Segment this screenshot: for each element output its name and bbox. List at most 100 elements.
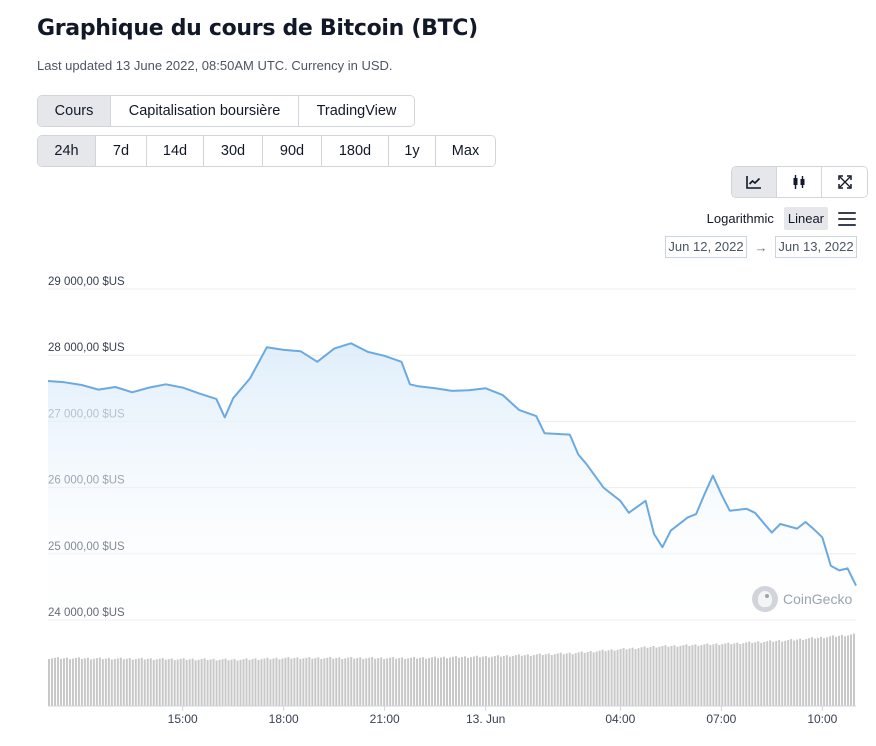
candlestick-button[interactable] <box>777 167 822 197</box>
volume-bar <box>137 658 140 706</box>
volume-bar <box>490 656 493 706</box>
volume-bar <box>568 652 571 706</box>
volume-bar <box>646 647 649 706</box>
volume-bar <box>589 651 592 706</box>
volume-bar <box>119 657 122 706</box>
volume-bar <box>380 657 383 706</box>
volume-bar <box>386 658 389 706</box>
volume-bar <box>419 657 422 706</box>
volume-bar <box>664 645 667 706</box>
volume-bar <box>179 658 182 706</box>
volume-bar <box>272 658 275 706</box>
volume-bar <box>541 655 544 706</box>
volume-bar <box>53 657 56 706</box>
volume-bar <box>745 642 748 706</box>
volume-bar <box>320 659 323 706</box>
tab-tradingview[interactable]: TradingView <box>299 96 414 126</box>
volume-bar <box>365 658 368 706</box>
volume-bar <box>463 656 466 706</box>
volume-bar <box>565 653 568 706</box>
line-chart-button[interactable] <box>732 167 777 197</box>
range-1y-button[interactable]: 1y <box>389 136 436 166</box>
volume-bar <box>790 639 793 706</box>
volume-bar <box>763 642 766 706</box>
volume-bar <box>218 659 221 706</box>
volume-bar <box>718 645 721 706</box>
volume-bar <box>260 659 263 706</box>
volume-bar <box>796 639 799 706</box>
volume-bar <box>700 645 703 706</box>
volume-bar <box>823 638 826 706</box>
volume-bar <box>517 654 520 706</box>
volume-bar <box>619 648 622 706</box>
volume-bar <box>727 642 730 706</box>
volume-bar <box>484 655 487 706</box>
volume-bar <box>284 657 287 706</box>
logarithmic-scale-option[interactable]: Logarithmic <box>706 211 774 226</box>
volume-bar <box>362 659 365 706</box>
linear-scale-option[interactable]: Linear <box>783 207 828 230</box>
range-24h-button[interactable]: 24h <box>38 136 96 166</box>
volume-bar <box>799 638 802 706</box>
volume-bar <box>721 644 724 706</box>
range-90d-button[interactable]: 90d <box>263 136 322 166</box>
volume-bar <box>83 658 86 706</box>
volume-bar <box>383 659 386 706</box>
fullscreen-button[interactable] <box>822 167 867 197</box>
volume-bar <box>254 658 257 706</box>
range-30d-button[interactable]: 30d <box>204 136 263 166</box>
range-7d-button[interactable]: 7d <box>96 136 147 166</box>
volume-bar <box>604 651 607 706</box>
date-to-input[interactable]: Jun 13, 2022 <box>775 236 857 258</box>
x-tick-label: 18:00 <box>269 712 299 726</box>
volume-bar <box>143 659 146 706</box>
volume-bar <box>472 656 475 706</box>
tab-market-cap[interactable]: Capitalisation boursière <box>111 96 299 126</box>
volume-bar <box>649 646 652 706</box>
volume-bar <box>182 658 185 706</box>
volume-bar <box>529 655 532 706</box>
volume-bar <box>377 658 380 706</box>
x-tick-label: 21:00 <box>370 712 400 726</box>
range-14d-button[interactable]: 14d <box>147 136 204 166</box>
volume-bar <box>466 657 469 706</box>
volume-bar <box>535 654 538 706</box>
volume-bar <box>583 652 586 706</box>
volume-bar <box>194 660 197 706</box>
volume-bar <box>317 657 320 706</box>
volume-bar <box>853 633 855 706</box>
range-180d-button[interactable]: 180d <box>322 136 389 166</box>
volume-bar <box>628 648 631 706</box>
volume-bar <box>697 645 700 706</box>
volume-bar <box>131 659 134 706</box>
volume-bar <box>251 659 254 706</box>
volume-bar <box>242 659 245 706</box>
page-title: Graphique du cours de Bitcoin (BTC) <box>37 16 478 41</box>
volume-bar <box>640 647 643 706</box>
volume-bar <box>652 646 655 706</box>
volume-bar <box>811 637 814 706</box>
volume-bar <box>48 659 50 706</box>
hamburger-menu-icon[interactable] <box>838 211 856 226</box>
arrow-right-icon: → <box>754 239 768 255</box>
volume-bar <box>766 641 769 706</box>
volume-bar <box>107 657 110 706</box>
volume-bar <box>742 643 745 706</box>
volume-bar <box>544 654 547 706</box>
date-from-input[interactable]: Jun 12, 2022 <box>665 236 747 258</box>
volume-bar <box>401 657 404 706</box>
volume-bar <box>434 656 437 706</box>
volume-bar <box>598 650 601 706</box>
volume-bar <box>520 655 523 706</box>
range-max-button[interactable]: Max <box>436 136 495 166</box>
volume-bar <box>329 657 332 706</box>
volume-bar <box>407 658 410 706</box>
volume-bar <box>679 645 682 706</box>
volume-bar <box>350 657 353 706</box>
volume-bar <box>835 636 838 706</box>
volume-bar <box>769 640 772 706</box>
volume-bar <box>709 645 712 706</box>
tab-cours[interactable]: Cours <box>38 96 111 126</box>
volume-bar <box>715 643 718 706</box>
